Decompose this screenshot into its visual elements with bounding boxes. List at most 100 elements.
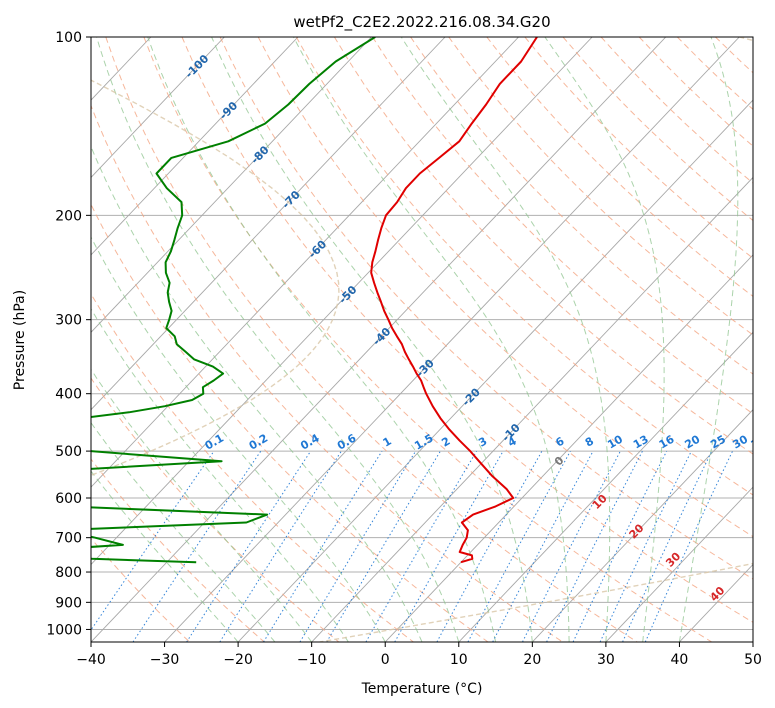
isotherm-line [91, 37, 225, 179]
mixing-ratio-line [365, 450, 478, 642]
mixing-ratio-label: 3 [476, 435, 489, 450]
isotherm-line [91, 37, 593, 566]
isotherm-line [752, 641, 753, 642]
x-axis-label: Temperature (°C) [361, 681, 483, 697]
theta-e-curve [319, 37, 753, 642]
dry-adiabat-line [105, 37, 638, 642]
mixing-ratio-label: 16 [657, 432, 677, 451]
mixing-ratio-label: 0.6 [335, 431, 359, 452]
moist-adiabat-line [91, 145, 423, 642]
dry-adiabat-lines [91, 37, 753, 642]
moist-adiabat-line [211, 37, 533, 642]
isotherm-line [91, 37, 299, 256]
dry-adiabat-line [219, 37, 753, 580]
x-axis-ticks: −40 −30 −20 −10 0 10 20 30 40 50 [76, 642, 762, 668]
moist-adiabat-line [293, 37, 570, 642]
isotherm-label: -100 [183, 52, 212, 81]
mixing-ratio-label: 4 [506, 434, 519, 449]
x-tick-label: 40 [671, 652, 689, 668]
wetbulb-label: 10 [590, 492, 610, 512]
isotherm-line [237, 99, 753, 642]
y-axis-ticks: 100 200 300 400 500 600 700 800 900 1000 [46, 30, 91, 638]
x-tick-label: 20 [523, 652, 541, 668]
x-tick-label: −40 [76, 652, 106, 668]
plot-frame [90, 36, 754, 643]
sounding-series [91, 37, 538, 564]
dry-adiabat-line [295, 37, 753, 496]
y-tick-label: 700 [55, 531, 82, 547]
mixing-ratio-line [436, 450, 543, 642]
mixing-ratio-line [546, 450, 643, 642]
x-tick-label: 0 [381, 652, 390, 668]
theta-e-curve [91, 79, 340, 477]
isotherm-line [0, 37, 4, 642]
temperature-line [370, 37, 538, 564]
dry-adiabat-line [524, 37, 753, 259]
mixing-ratio-label: 1.5 [412, 432, 435, 453]
mixing-ratio-label: 8 [583, 435, 596, 450]
mixing-ratio-label: 0.1 [203, 432, 226, 453]
mixing-ratio-label: 30 [730, 432, 750, 451]
moist-adiabat-line [147, 37, 497, 642]
y-tick-label: 500 [55, 444, 82, 460]
moist-adiabat-line [544, 37, 665, 642]
moist-adiabat-line [91, 470, 239, 642]
y-axis-label: Pressure (hPa) [12, 290, 28, 390]
moist-adiabat-line [91, 368, 313, 642]
y-tick-label: 900 [55, 595, 82, 611]
mixing-ratio-line [132, 450, 262, 642]
mixing-ratio-line [394, 450, 504, 642]
dry-adiabat-line [91, 537, 191, 642]
isotherm-line [384, 254, 753, 642]
mixing-ratio-label: 2 [439, 435, 452, 450]
isopleth-labels: -100-90-80-70-60-50-40-30-20-100.1 0.2 0.4… [183, 52, 753, 604]
dry-adiabat-line [448, 37, 753, 336]
dry-adiabat-line [372, 37, 753, 415]
isotherm-line [531, 409, 753, 642]
dry-adiabat-line [257, 37, 753, 538]
chart-title: wetPf2_C2E2.2022.216.08.34.G20 [293, 13, 550, 32]
isotherm-line [458, 331, 753, 642]
isotherm-line [91, 37, 519, 488]
dry-adiabat-line [715, 37, 753, 74]
moist-adiabat-line [91, 307, 349, 642]
theta-e-curves [91, 37, 753, 642]
dry-adiabat-line [333, 37, 753, 455]
isotherm-line [605, 486, 753, 642]
y-tick-label: 600 [55, 491, 82, 507]
dry-adiabat-line [91, 203, 489, 642]
wetbulb-label: 40 [707, 584, 727, 604]
y-tick-label: 800 [55, 565, 82, 581]
dry-adiabat-line [600, 37, 753, 184]
mixing-ratio-line [326, 450, 441, 642]
dry-adiabat-line [638, 37, 753, 147]
mixing-ratio-lines [91, 450, 734, 642]
moist-adiabat-lines [91, 37, 739, 642]
x-tick-label: 10 [450, 652, 468, 668]
isotherm-line [91, 37, 446, 411]
moist-adiabat-line [96, 37, 460, 642]
x-tick-label: −30 [150, 652, 180, 668]
dewpoint-line [91, 37, 376, 564]
moist-adiabat-line [91, 421, 276, 642]
x-tick-label: −20 [223, 652, 253, 668]
mixing-ratio-label: 13 [631, 433, 651, 452]
dry-adiabat-line [143, 37, 713, 642]
dry-adiabat-line [91, 458, 265, 642]
dry-adiabat-line [410, 37, 753, 375]
mixing-ratio-line [186, 450, 312, 642]
moist-adiabat-line [400, 37, 611, 642]
moist-adiabat-line [678, 37, 739, 642]
x-tick-label: −10 [297, 652, 327, 668]
y-tick-label: 300 [55, 313, 82, 329]
isotherm-line [91, 37, 372, 333]
mixing-ratio-line [219, 450, 342, 642]
dry-adiabat-line [91, 292, 414, 642]
dry-adiabat-line [91, 104, 563, 642]
dry-adiabat-line [562, 37, 753, 222]
mixing-ratio-label: 10 [605, 432, 625, 451]
mixing-ratio-line [599, 450, 692, 642]
wetbulb-label: 30 [663, 549, 683, 569]
mixing-ratio-line [644, 450, 734, 642]
